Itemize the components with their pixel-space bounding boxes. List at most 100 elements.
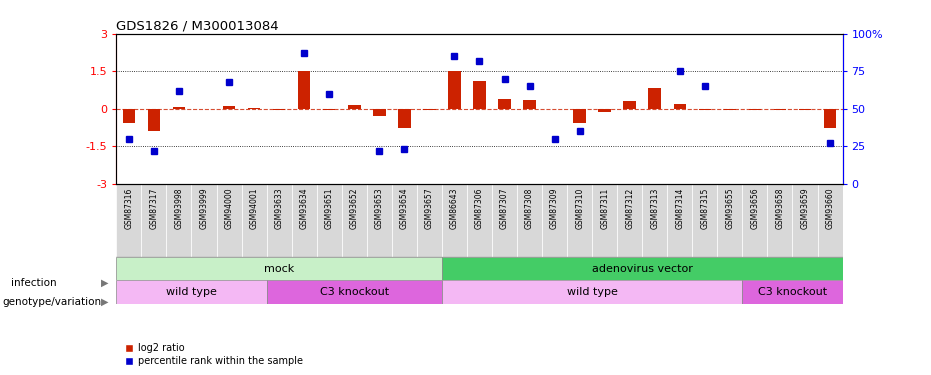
- Text: GSM86643: GSM86643: [450, 188, 459, 229]
- Bar: [442, 257, 843, 280]
- Text: GSM87311: GSM87311: [600, 188, 609, 229]
- Bar: [718, 184, 742, 257]
- Text: GSM87309: GSM87309: [550, 188, 560, 229]
- Text: genotype/variation: genotype/variation: [3, 297, 101, 307]
- Bar: [217, 184, 241, 257]
- Bar: [266, 184, 291, 257]
- Bar: [442, 184, 467, 257]
- Bar: [467, 184, 492, 257]
- Text: wild type: wild type: [166, 287, 217, 297]
- Text: GSM93658: GSM93658: [776, 188, 785, 229]
- Text: GSM93651: GSM93651: [325, 188, 333, 229]
- Text: C3 knockout: C3 knockout: [758, 287, 827, 297]
- Bar: [599, 109, 611, 112]
- Bar: [573, 109, 586, 123]
- Bar: [723, 109, 736, 110]
- Bar: [492, 184, 517, 257]
- Bar: [673, 104, 686, 109]
- Bar: [567, 184, 592, 257]
- Text: GSM93659: GSM93659: [801, 188, 809, 229]
- Text: GSM93654: GSM93654: [399, 188, 409, 229]
- Bar: [649, 87, 661, 109]
- Bar: [417, 184, 442, 257]
- Bar: [824, 109, 836, 128]
- Text: GSM93998: GSM93998: [174, 188, 183, 229]
- Bar: [192, 184, 217, 257]
- Bar: [742, 184, 767, 257]
- Bar: [342, 184, 367, 257]
- Text: mock: mock: [264, 264, 294, 274]
- Text: GSM87312: GSM87312: [626, 188, 634, 229]
- Bar: [116, 280, 266, 304]
- Text: GSM87307: GSM87307: [500, 188, 509, 229]
- Bar: [473, 81, 486, 109]
- Text: C3 knockout: C3 knockout: [319, 287, 389, 297]
- Bar: [291, 184, 317, 257]
- Text: GSM94001: GSM94001: [250, 188, 259, 229]
- Bar: [498, 99, 511, 109]
- Text: GSM93652: GSM93652: [350, 188, 358, 229]
- Bar: [442, 280, 742, 304]
- Text: adenovirus vector: adenovirus vector: [592, 264, 693, 274]
- Text: GSM93656: GSM93656: [750, 188, 760, 229]
- Bar: [542, 184, 567, 257]
- Bar: [624, 101, 636, 109]
- Text: GSM93999: GSM93999: [199, 188, 209, 229]
- Text: GSM93633: GSM93633: [275, 188, 284, 229]
- Bar: [273, 109, 286, 110]
- Bar: [167, 184, 192, 257]
- Text: GSM94000: GSM94000: [224, 188, 234, 229]
- Text: GDS1826 / M300013084: GDS1826 / M300013084: [116, 20, 279, 33]
- Text: GSM87317: GSM87317: [150, 188, 158, 229]
- Bar: [116, 184, 142, 257]
- Text: GSM87315: GSM87315: [700, 188, 709, 229]
- Bar: [148, 109, 160, 131]
- Bar: [248, 108, 261, 109]
- Text: GSM93653: GSM93653: [375, 188, 384, 229]
- Bar: [799, 109, 811, 110]
- Bar: [173, 107, 185, 109]
- Bar: [817, 184, 843, 257]
- Bar: [348, 105, 360, 109]
- Text: GSM93655: GSM93655: [725, 188, 735, 229]
- Text: GSM87306: GSM87306: [475, 188, 484, 229]
- Bar: [298, 71, 310, 109]
- Bar: [742, 280, 843, 304]
- Text: infection: infection: [11, 278, 57, 288]
- Bar: [241, 184, 266, 257]
- Bar: [323, 109, 335, 110]
- Legend: log2 ratio, percentile rank within the sample: log2 ratio, percentile rank within the s…: [121, 339, 306, 370]
- Text: GSM87308: GSM87308: [525, 188, 534, 229]
- Bar: [749, 109, 762, 110]
- Text: GSM87310: GSM87310: [575, 188, 584, 229]
- Bar: [592, 184, 617, 257]
- Text: GSM93657: GSM93657: [425, 188, 434, 229]
- Bar: [123, 109, 135, 123]
- Bar: [142, 184, 167, 257]
- Text: GSM93660: GSM93660: [826, 188, 834, 229]
- Bar: [373, 109, 385, 116]
- Bar: [517, 184, 542, 257]
- Text: GSM87313: GSM87313: [650, 188, 659, 229]
- Text: GSM93634: GSM93634: [300, 188, 309, 229]
- Bar: [617, 184, 642, 257]
- Bar: [642, 184, 668, 257]
- Text: ▶: ▶: [101, 297, 108, 307]
- Bar: [116, 257, 442, 280]
- Bar: [266, 280, 442, 304]
- Bar: [398, 109, 411, 128]
- Bar: [767, 184, 792, 257]
- Text: ▶: ▶: [101, 278, 108, 288]
- Text: wild type: wild type: [567, 287, 617, 297]
- Bar: [792, 184, 817, 257]
- Bar: [423, 109, 436, 110]
- Text: GSM87314: GSM87314: [675, 188, 684, 229]
- Bar: [367, 184, 392, 257]
- Bar: [774, 109, 786, 110]
- Bar: [448, 71, 461, 109]
- Bar: [668, 184, 693, 257]
- Bar: [223, 106, 236, 109]
- Bar: [392, 184, 417, 257]
- Bar: [523, 100, 536, 109]
- Bar: [698, 109, 711, 110]
